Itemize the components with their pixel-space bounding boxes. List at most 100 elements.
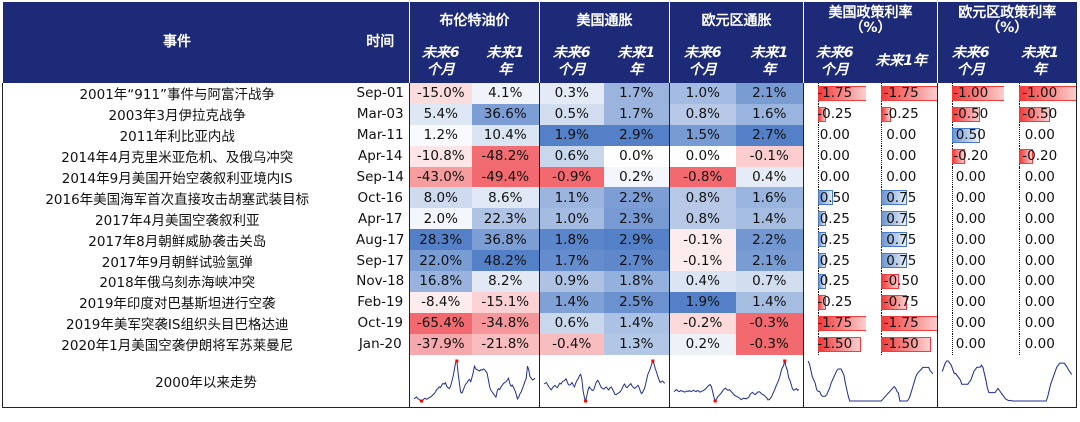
zero-axis [952, 208, 954, 230]
cell-us-6m: 1.7% [539, 250, 604, 272]
cell-brent-6m: -37.9% [409, 333, 472, 355]
zero-axis [1019, 166, 1021, 188]
event-time: Nov-18 [351, 271, 410, 292]
cell-ez-1y: 1.6% [735, 187, 804, 209]
cell-ez-6m: -0.1% [669, 229, 736, 251]
table-row: 2014年4月克里米亚危机、及俄乌冲突 Apr-14 -10.8% -48.2% 0.6… [2, 145, 1077, 167]
header-row-periods: 未来6 个月 未来1 年 未来6 个月 未来1 年 未来6 个月 未来1 年 未… [3, 40, 1077, 83]
sparkline-max-marker [783, 359, 787, 363]
cell-us-1y: 2.9% [603, 229, 670, 251]
rate-value: -1.00 [953, 85, 989, 102]
table-row: 2019年美军突袭IS组织头目巴格达迪 Oct-19 -65.4% -34.8% 0.6… [2, 312, 1077, 334]
event-name: 2020年1月美国空袭伊朗将军苏莱曼尼 [2, 333, 352, 355]
rate-value: -1.75 [883, 315, 919, 332]
zero-axis [952, 291, 954, 313]
rate-value: -0.50 [883, 273, 919, 290]
cell-ezr-1y: 0.00 [1003, 312, 1077, 334]
rate-value: 0.75 [886, 231, 917, 248]
cell-ezr-1y: -0.50 [1003, 103, 1077, 125]
cell-us-6m: -0.9% [539, 166, 604, 188]
zero-axis [952, 166, 954, 188]
cell-ezr-6m: 0.00 [937, 312, 1004, 334]
cell-ez-1y: 1.6% [735, 103, 804, 125]
cell-us-6m: 0.3% [539, 83, 604, 104]
event-time: Feb-19 [351, 291, 410, 313]
rate-bar [881, 190, 908, 206]
rate-bar [817, 315, 866, 331]
header-usr-6m: 未来6 个月 [803, 40, 866, 83]
rate-bar [952, 148, 965, 164]
rate-value: 0.00 [955, 273, 986, 290]
cell-brent-1y: 8.6% [471, 187, 540, 209]
rate-value: 0.00 [1024, 252, 1055, 269]
rate-value: 0.00 [886, 127, 917, 144]
rate-value: 0.00 [886, 148, 917, 165]
event-time: Apr-17 [351, 208, 410, 230]
rate-value: 0.00 [955, 252, 986, 269]
cell-us-1y: 1.8% [603, 271, 670, 292]
sparkline-series [673, 360, 800, 402]
rate-value: 0.00 [1024, 210, 1055, 227]
rate-value: -0.20 [1022, 148, 1058, 165]
cell-us-1y: 2.7% [603, 250, 670, 272]
cell-ezr-1y: 0.00 [1003, 229, 1077, 251]
table-row: 2001年“911”事件与阿富汗战争 Sep-01 -15.0% 4.1% 0.3% 1.… [2, 83, 1077, 104]
cell-usr-6m: 0.00 [803, 166, 866, 188]
rate-value: -0.75 [883, 294, 919, 311]
cell-ezr-6m: 0.00 [937, 291, 1004, 313]
cell-brent-1y: 8.2% [471, 271, 540, 292]
cell-us-1y: 2.5% [603, 291, 670, 313]
event-name: 2018年俄乌刻赤海峡冲突 [2, 271, 352, 292]
rate-value: 0.00 [819, 169, 850, 185]
cell-ez-1y: -0.3% [735, 333, 804, 355]
cell-us-1y: 2.2% [603, 187, 670, 209]
cell-ez-1y: -0.1% [735, 145, 804, 167]
cell-usr-1y: 0.75 [866, 229, 938, 251]
rate-value: 0.00 [955, 336, 986, 353]
rate-bar [952, 86, 1004, 101]
rate-value: 0.75 [886, 189, 917, 206]
cell-ez-6m: 1.0% [669, 83, 736, 104]
sparkline-min-marker [420, 399, 423, 403]
rate-value: -0.25 [883, 106, 919, 123]
rate-value: -0.50 [1022, 106, 1058, 123]
cell-usr-6m: 0.00 [803, 124, 866, 146]
cell-ezr-6m: 0.00 [937, 229, 1004, 251]
rate-value: 0.00 [1024, 127, 1055, 144]
cell-usr-1y: -0.75 [866, 291, 938, 313]
rate-bar [881, 106, 892, 122]
sparkline-series [941, 360, 1073, 402]
rate-bar [1019, 86, 1076, 101]
sparkline-ez-rate [937, 354, 1077, 408]
rate-value: -1.50 [817, 336, 853, 353]
rate-value: -0.25 [817, 294, 853, 311]
cell-ezr-6m: 0.00 [937, 250, 1004, 272]
event-time: Oct-19 [351, 312, 410, 334]
rate-bar [817, 253, 827, 269]
header-us-1y: 未来1 年 [603, 40, 670, 83]
rate-value: 0.50 [819, 189, 850, 206]
cell-ezr-1y: 0.00 [1003, 333, 1077, 355]
rate-value: 0.00 [1024, 315, 1055, 332]
event-name: 2014年4月克里米亚危机、及俄乌冲突 [2, 145, 352, 167]
cell-us-1y: 1.7% [603, 83, 670, 104]
cell-ez-1y: 1.4% [735, 291, 804, 313]
cell-brent-6m: -8.4% [409, 291, 472, 313]
rate-bar [881, 274, 900, 289]
header-event: 事件 [2, 2, 352, 83]
event-time: Apr-14 [351, 145, 410, 167]
table-row: 2003年3月伊拉克战争 Mar-03 5.4% 36.6% 0.5% 1.7% 0.8% 1… [2, 103, 1077, 125]
zero-axis [817, 124, 819, 146]
rate-bar [952, 106, 980, 122]
cell-brent-6m: -10.8% [409, 145, 472, 167]
cell-ezr-6m: -0.20 [937, 145, 1004, 167]
cell-us-1y: 0.0% [603, 145, 670, 167]
cell-ezr-6m: 0.00 [937, 333, 1004, 355]
rate-bar [881, 315, 938, 331]
rate-bar [817, 106, 827, 122]
cell-ez-6m: 0.8% [669, 187, 736, 209]
cell-us-1y: 0.2% [603, 166, 670, 188]
header-ezr-1y: 未来1 年 [1003, 40, 1077, 83]
cell-brent-6m: 22.0% [409, 250, 472, 272]
cell-brent-6m: -65.4% [409, 312, 472, 334]
